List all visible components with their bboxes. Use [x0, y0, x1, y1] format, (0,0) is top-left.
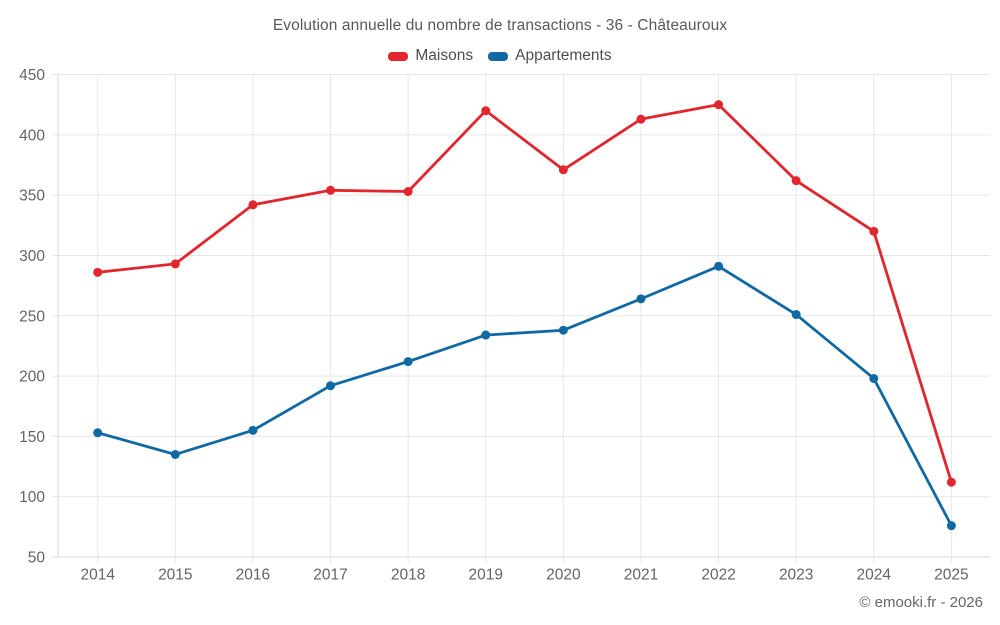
maisons-point-2017[interactable] [326, 185, 336, 195]
x-tick-label-2022: 2022 [701, 567, 735, 584]
appartements-point-2017[interactable] [326, 381, 336, 391]
chart-title: Evolution annuelle du nombre de transact… [272, 17, 728, 34]
maisons-point-2020[interactable] [558, 165, 568, 175]
appartements-line [96, 264, 953, 528]
x-tick-label-2018: 2018 [391, 567, 425, 584]
legend-label-appartements: Appartements [515, 47, 612, 64]
legend-item-maisons[interactable]: Maisons [388, 47, 473, 65]
maisons-point-2015[interactable] [170, 259, 180, 269]
legend-item-appartements[interactable]: Appartements [488, 47, 612, 65]
y-tick-label-250: 250 [19, 308, 45, 325]
maisons-point-2022[interactable] [714, 100, 724, 110]
maisons-point-2021[interactable] [636, 114, 646, 124]
y-tick-label-100: 100 [19, 489, 45, 506]
appartements-point-2024[interactable] [869, 373, 879, 383]
appartements-point-2022[interactable] [714, 261, 724, 271]
appartements-point-2016[interactable] [248, 425, 258, 435]
x-tick-label-2016: 2016 [236, 567, 270, 584]
copyright-text: © emooki.fr - 2026 [859, 594, 983, 611]
maisons-point-2024[interactable] [869, 226, 879, 236]
maisons-point-2025[interactable] [946, 477, 956, 487]
x-tick-label-2017: 2017 [313, 567, 347, 584]
appartements-point-2015[interactable] [170, 449, 180, 459]
legend-marker-appartements-icon [488, 51, 509, 61]
y-tick-label-450: 450 [19, 67, 45, 84]
y-tick-label-50: 50 [28, 550, 46, 567]
x-tick-label-2015: 2015 [158, 567, 192, 584]
x-tick-label-2023: 2023 [779, 567, 813, 584]
y-tick-label-350: 350 [19, 188, 45, 205]
y-tick-label-150: 150 [19, 429, 45, 446]
x-tick-label-2019: 2019 [469, 567, 503, 584]
maisons-line [96, 103, 953, 484]
legend-marker-maisons-icon [388, 51, 409, 61]
maisons-point-2016[interactable] [248, 200, 258, 210]
appartements-point-2025[interactable] [946, 521, 956, 531]
maisons-point-2019[interactable] [481, 106, 491, 116]
appartements-point-2020[interactable] [558, 325, 568, 335]
appartements-point-2023[interactable] [791, 310, 801, 320]
y-tick-label-400: 400 [19, 127, 45, 144]
x-tick-label-2025: 2025 [934, 567, 968, 584]
x-tick-label-2024: 2024 [857, 567, 892, 584]
y-tick-label-300: 300 [19, 248, 45, 265]
chart-legend: Maisons Appartements [0, 47, 1000, 65]
maisons-point-2023[interactable] [791, 176, 801, 186]
x-tick-label-2020: 2020 [546, 567, 581, 584]
x-tick-label-2014: 2014 [80, 567, 115, 584]
maisons-point-2018[interactable] [403, 187, 413, 197]
appartements-point-2019[interactable] [481, 330, 491, 340]
x-tick-label-2021: 2021 [624, 567, 658, 584]
legend-label-maisons: Maisons [415, 47, 474, 64]
maisons-point-2014[interactable] [93, 267, 103, 277]
appartements-point-2018[interactable] [403, 357, 413, 367]
appartements-point-2021[interactable] [636, 294, 646, 304]
y-tick-label-200: 200 [19, 369, 45, 386]
appartements-point-2014[interactable] [93, 428, 103, 438]
